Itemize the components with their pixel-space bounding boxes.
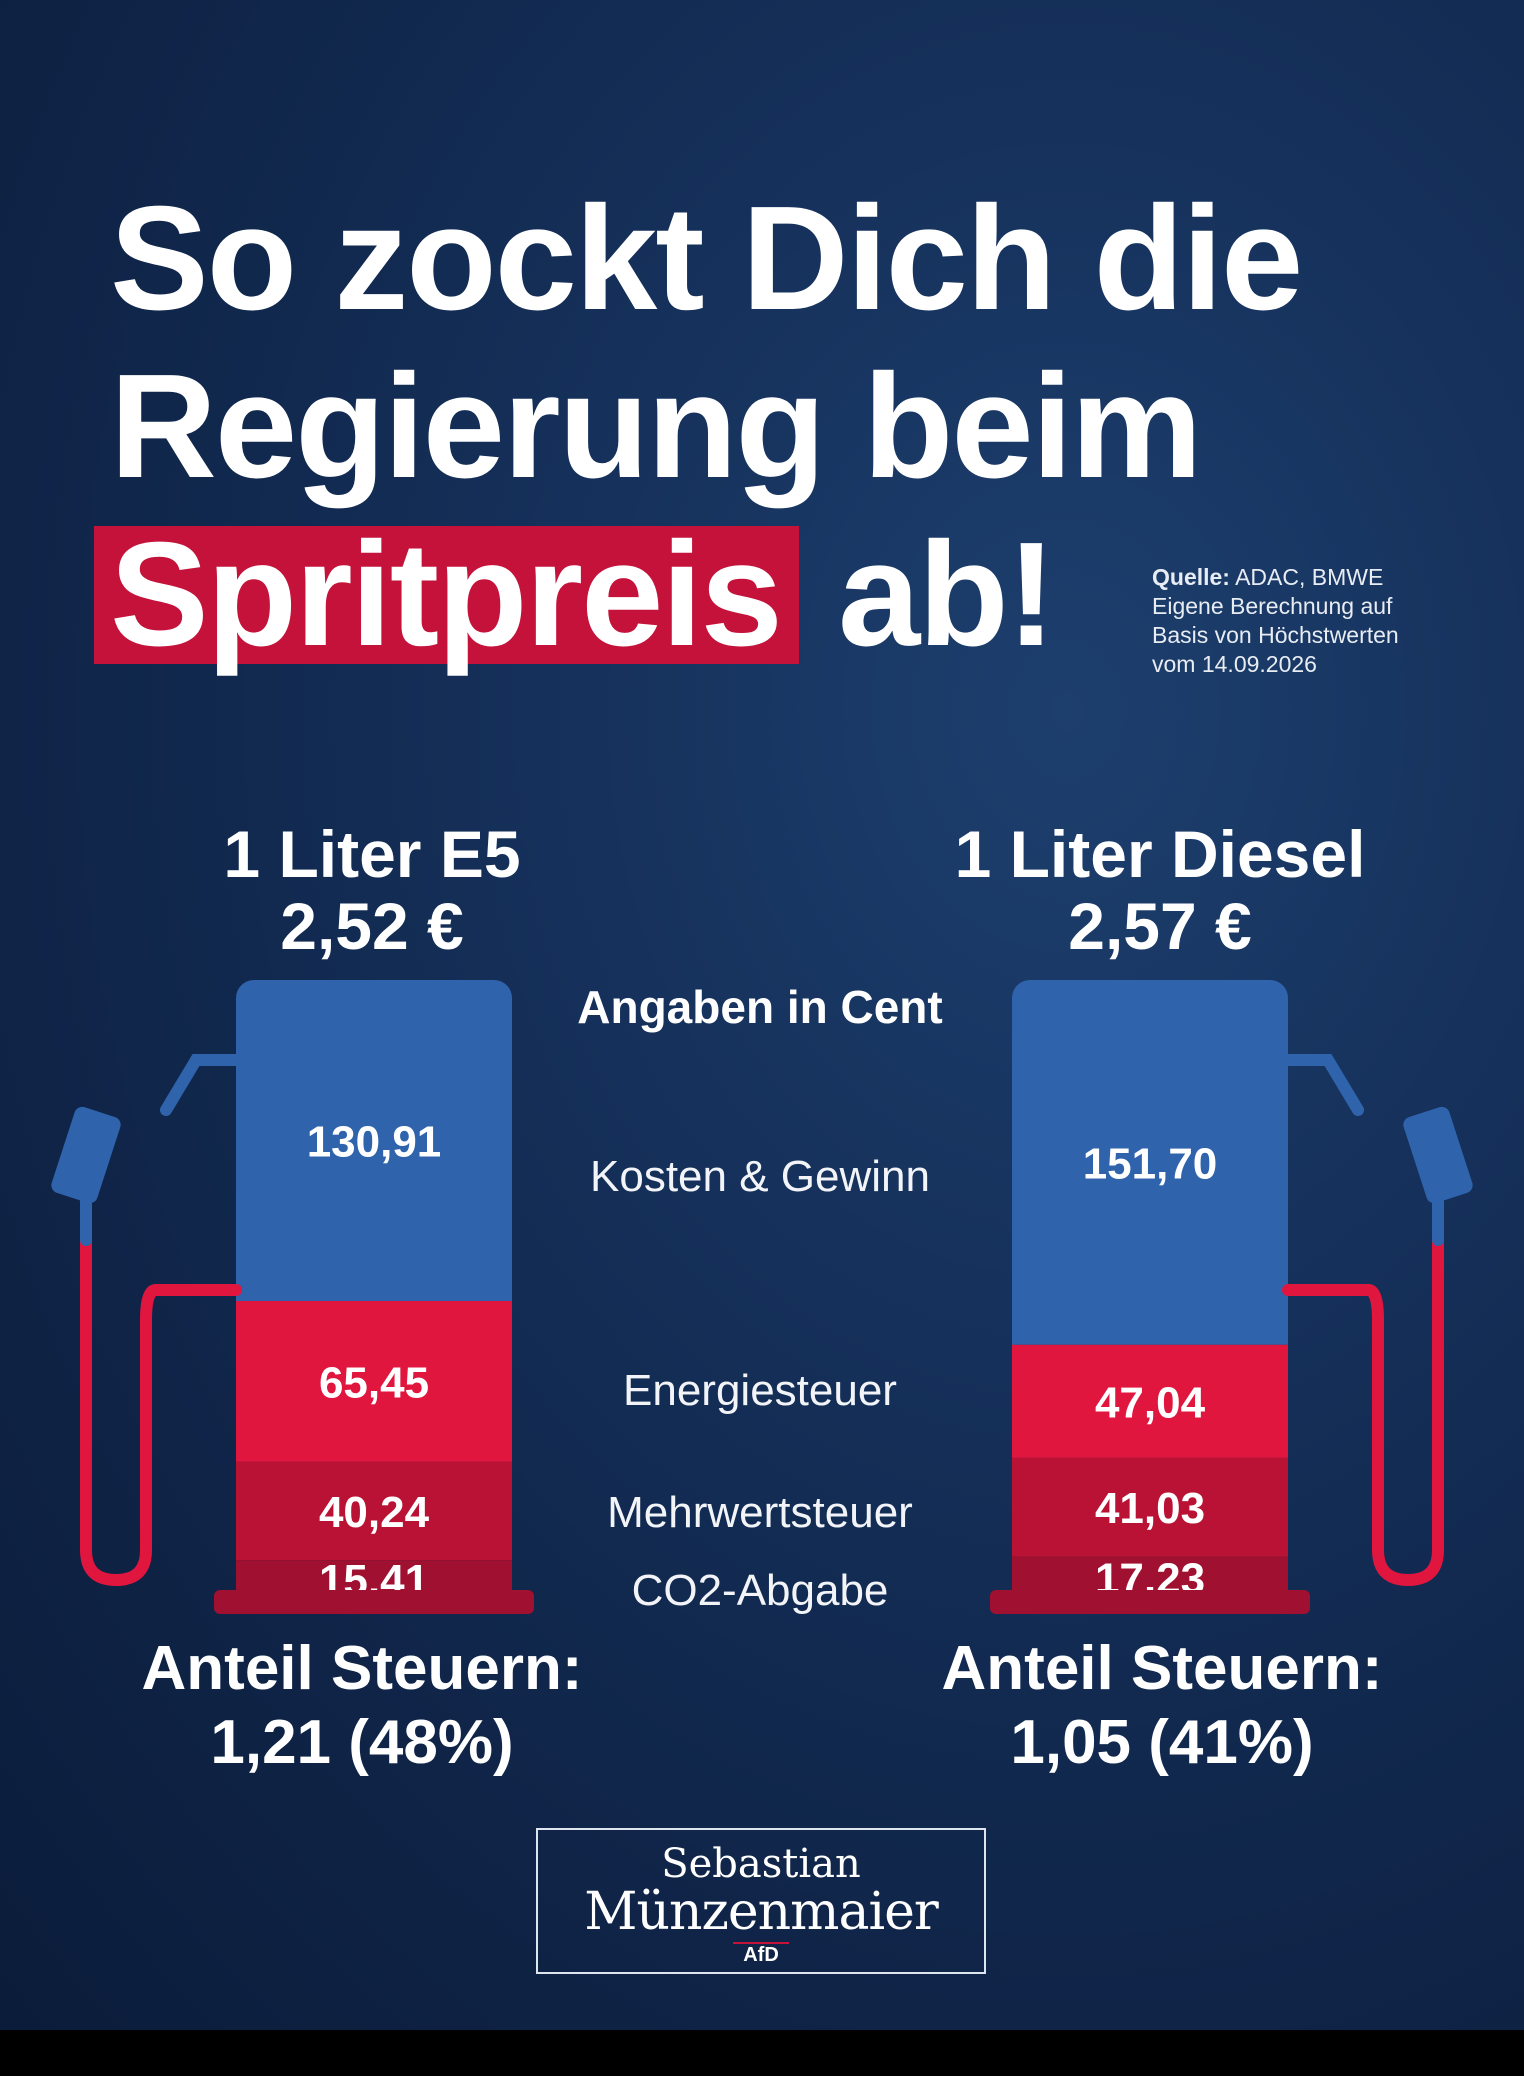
logo-last-name: Münzenmaier bbox=[584, 1882, 938, 1942]
diesel-value-energy-tax: 47,04 bbox=[1095, 1378, 1206, 1427]
e5-price: 2,52 € bbox=[280, 889, 464, 963]
pump-chart: 130,9165,4540,2415,41151,7047,0441,0317,… bbox=[51, 980, 1473, 1614]
e5-value-vat: 40,24 bbox=[319, 1488, 430, 1537]
e5-pump-body bbox=[236, 980, 512, 1598]
source-label: Quelle: bbox=[1152, 564, 1230, 590]
infographic: So zockt Dich die Regierung beim Spritpr… bbox=[0, 0, 1524, 2030]
category-label-energy-tax: Energiesteuer bbox=[623, 1366, 897, 1415]
e5-pump-hose bbox=[80, 1234, 242, 1587]
headline-line-2: Regierung beim bbox=[110, 344, 1202, 509]
e5-nozzle-icon bbox=[51, 1106, 121, 1204]
diesel-pump-hose bbox=[1282, 1234, 1444, 1587]
category-label-costs: Kosten & Gewinn bbox=[590, 1152, 930, 1201]
source-line-2: Eigene Berechnung auf bbox=[1152, 593, 1393, 619]
diesel-segment-costs bbox=[1012, 980, 1288, 1345]
source-text: ADAC, BMWE bbox=[1235, 564, 1384, 590]
e5-pump-hose-upper bbox=[80, 1054, 242, 1246]
diesel-pump-base bbox=[990, 1590, 1310, 1614]
diesel-value-vat: 41,03 bbox=[1095, 1484, 1205, 1533]
diesel-segment-energy-tax bbox=[1012, 1344, 1288, 1458]
category-label-vat: Mehrwertsteuer bbox=[607, 1488, 913, 1537]
e5-segment-costs bbox=[236, 980, 512, 1302]
source-line-4: vom 14.09.2026 bbox=[1152, 651, 1317, 677]
headline-rest: ab! bbox=[837, 512, 1056, 677]
e5-tax-title: Anteil Steuern: bbox=[141, 1634, 583, 1703]
e5-value-costs: 130,91 bbox=[307, 1118, 442, 1167]
source-line-3: Basis von Höchstwerten bbox=[1152, 622, 1399, 648]
diesel-header: 1 Liter Diesel 2,57 € bbox=[900, 818, 1420, 962]
logo-first-name: Sebastian bbox=[661, 1841, 861, 1887]
e5-value-energy-tax: 65,45 bbox=[319, 1358, 429, 1407]
diesel-pump-body bbox=[1012, 980, 1288, 1598]
diesel-title: 1 Liter Diesel bbox=[954, 817, 1366, 891]
headline-line-3: Spritpreis ab! bbox=[94, 511, 1460, 679]
e5-tax-share: Anteil Steuern: 1,21 (48%) bbox=[62, 1632, 662, 1780]
diesel-pump-hose-upper bbox=[1282, 1054, 1444, 1246]
unit-label: Angaben in Cent bbox=[577, 981, 943, 1033]
category-label-co2: CO2-Abgabe bbox=[631, 1566, 889, 1615]
headline-line-1: So zockt Dich die bbox=[110, 176, 1303, 341]
diesel-tax-value: 1,05 (41%) bbox=[1010, 1708, 1314, 1777]
diesel-tax-share: Anteil Steuern: 1,05 (41%) bbox=[862, 1632, 1462, 1780]
headline-highlight: Spritpreis bbox=[94, 521, 799, 669]
logo-party: AfD bbox=[733, 1942, 789, 1967]
e5-pump-base bbox=[214, 1590, 534, 1614]
author-logo: Sebastian Münzenmaier AfD bbox=[536, 1828, 986, 1974]
e5-header: 1 Liter E5 2,52 € bbox=[112, 818, 632, 962]
headline: So zockt Dich die Regierung beim Spritpr… bbox=[94, 175, 1460, 679]
e5-title: 1 Liter E5 bbox=[223, 817, 521, 891]
diesel-price: 2,57 € bbox=[1068, 889, 1252, 963]
source-line-1: Quelle: ADAC, BMWE bbox=[1152, 563, 1452, 592]
diesel-segment-vat bbox=[1012, 1457, 1288, 1557]
e5-segment-vat bbox=[236, 1461, 512, 1561]
diesel-nozzle-icon bbox=[1403, 1106, 1473, 1204]
diesel-value-costs: 151,70 bbox=[1083, 1139, 1218, 1188]
e5-segment-energy-tax bbox=[236, 1301, 512, 1462]
diesel-tax-title: Anteil Steuern: bbox=[941, 1634, 1383, 1703]
e5-tax-value: 1,21 (48%) bbox=[210, 1708, 514, 1777]
source-note: Quelle: ADAC, BMWE Eigene Berechnung auf… bbox=[1152, 563, 1452, 679]
